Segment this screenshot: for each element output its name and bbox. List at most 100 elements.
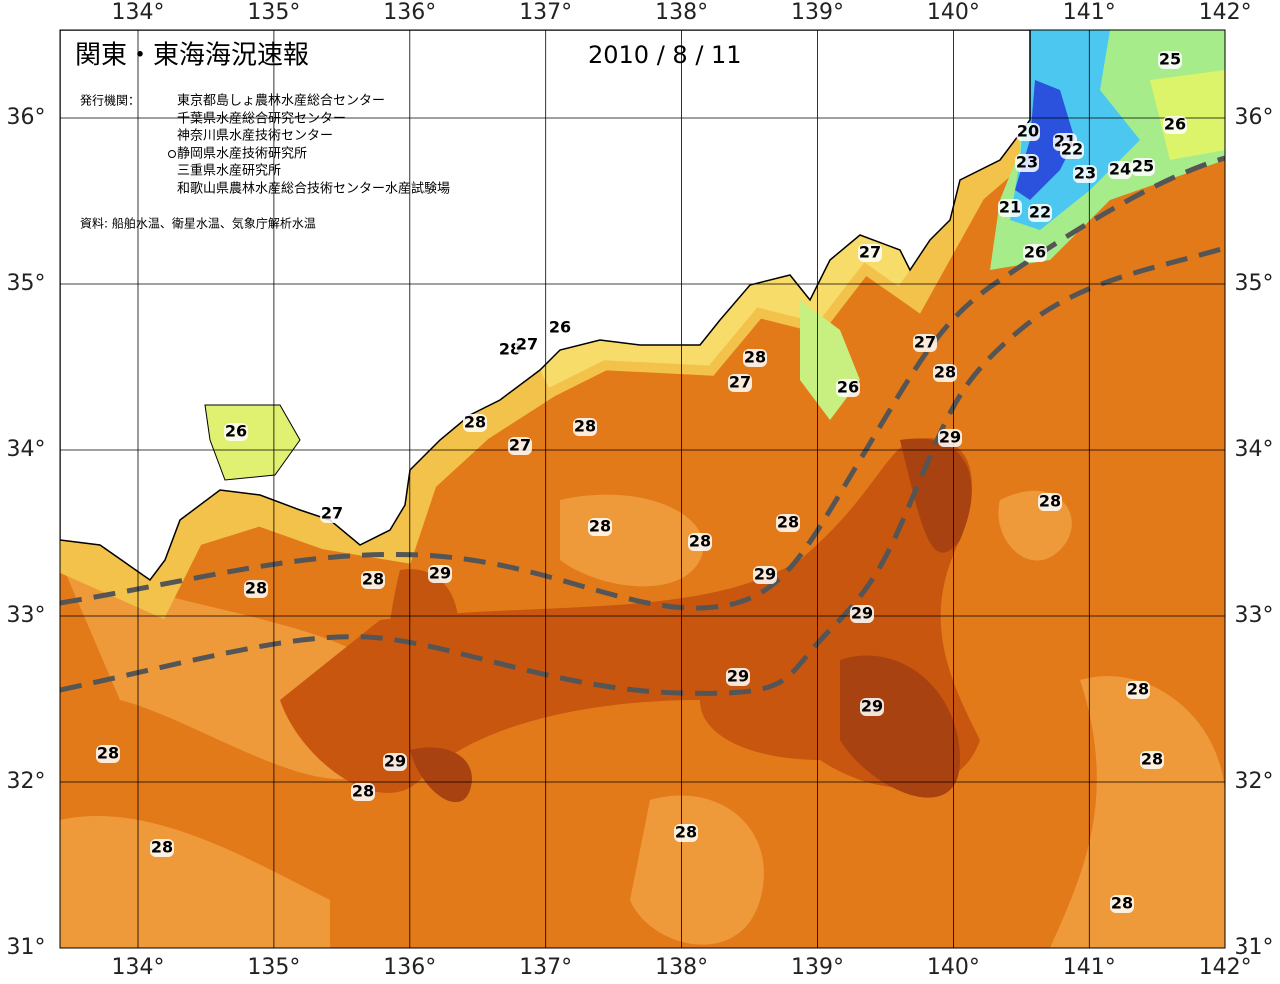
land — [60, 30, 1031, 582]
label-box — [743, 349, 767, 367]
lat-label: 35° — [7, 271, 46, 296]
agency: 神奈川県水産技術センター — [177, 128, 333, 144]
agency: 三重県水産研究所 — [177, 163, 281, 179]
hottest-area — [840, 655, 960, 798]
agency: 千葉県水産総合研究センター — [177, 111, 346, 127]
contour-label: 26 — [837, 378, 859, 397]
agency: 静岡県水産技術研究所 — [177, 146, 307, 162]
lon-label: 138° — [655, 955, 708, 980]
lon-label: 140° — [927, 955, 980, 980]
title: 関東・東海海況速報 — [75, 41, 309, 71]
contour-label: 28 — [675, 823, 697, 842]
label-box — [573, 418, 597, 436]
contour-label: 28 — [1111, 894, 1133, 913]
lat-label: 32° — [7, 769, 46, 794]
agency: 和歌山県農林水産総合技術センター水産試験場 — [177, 181, 450, 197]
contour-label: 28 — [689, 532, 711, 551]
label-box — [150, 839, 174, 857]
contour-label: 29 — [939, 428, 961, 447]
contour-label: 28 — [589, 517, 611, 536]
contour-label: 27 — [729, 373, 751, 392]
lon-label: 137° — [519, 0, 572, 25]
label-box — [913, 334, 937, 352]
cool-area — [1150, 70, 1225, 160]
contour-label: 28 — [1039, 492, 1061, 511]
contour-label: 26 — [225, 422, 247, 441]
contour-label: 28 — [151, 838, 173, 857]
label-box — [1060, 141, 1084, 159]
contour-label: 25 — [1132, 157, 1154, 176]
contour-label: 24 — [1109, 160, 1131, 179]
label-box — [688, 533, 712, 551]
label-box — [933, 364, 957, 382]
contour-label: 27 — [321, 504, 343, 523]
label-box — [726, 668, 750, 686]
warm-area — [630, 795, 764, 945]
contour-label: 28 — [777, 513, 799, 532]
lon-label: 134° — [112, 0, 165, 25]
contour-label: 28 — [574, 417, 596, 436]
warm-area — [60, 816, 330, 948]
label-box — [1016, 123, 1040, 141]
contour-label: 29 — [851, 604, 873, 623]
contour-label: 21 — [999, 198, 1021, 217]
label-box — [1110, 895, 1134, 913]
label-box — [588, 518, 612, 536]
contour-label: 26 — [1164, 115, 1186, 134]
contour-label: 27 — [914, 333, 936, 352]
label-box — [998, 199, 1022, 217]
contour-label: 28 — [1141, 750, 1163, 769]
contour-label: 26 — [549, 318, 571, 337]
hottest-area — [410, 747, 472, 803]
lon-label: 141° — [1063, 955, 1116, 980]
frame — [59, 29, 1226, 949]
agency: 東京都島しょ農林水産総合センター — [177, 93, 385, 109]
source: 資料: 船舶水温、衛星水温、気象庁解析水温 — [80, 216, 316, 231]
lat-label: 31° — [7, 935, 46, 960]
label-box — [428, 565, 452, 583]
lon-label: 136° — [383, 0, 436, 25]
contour-label: 28 — [245, 579, 267, 598]
label-box — [1131, 158, 1155, 176]
lon-label: 142° — [1199, 955, 1252, 980]
lon-label: 135° — [247, 955, 300, 980]
contour-label: 29 — [384, 752, 406, 771]
lat-label: 33° — [7, 603, 46, 628]
lat-label: 36° — [7, 105, 46, 130]
label-box — [753, 566, 777, 584]
label-box — [850, 605, 874, 623]
label-box — [776, 514, 800, 532]
contour-label: 28 — [362, 570, 384, 589]
contour-label: 28 — [1127, 680, 1149, 699]
lat-label: 33° — [1235, 603, 1274, 628]
lon-label: 134° — [112, 955, 165, 980]
label-box — [836, 379, 860, 397]
contour-label: 20 — [1017, 122, 1039, 141]
lon-label: 139° — [791, 955, 844, 980]
label-box — [361, 571, 385, 589]
contour-label: 29 — [727, 667, 749, 686]
agencies-label: 発行機関： — [80, 93, 140, 108]
lon-label: 135° — [247, 0, 300, 25]
label-box — [1073, 165, 1097, 183]
label-box — [1126, 681, 1150, 699]
contour-label: 22 — [1029, 203, 1051, 222]
lon-label: 137° — [519, 955, 572, 980]
lat-label: 34° — [7, 437, 46, 462]
label-box — [548, 319, 572, 337]
contour-label: 27 — [509, 436, 531, 455]
contour-label: 27 — [859, 243, 881, 262]
label-box — [858, 244, 882, 262]
date: 2010 / 8 / 11 — [588, 41, 742, 69]
label-box — [728, 374, 752, 392]
lat-label: 32° — [1235, 769, 1274, 794]
label-box — [1108, 161, 1132, 179]
label-box — [1015, 154, 1039, 172]
label-box — [351, 783, 375, 801]
label-box — [96, 745, 120, 763]
label-box — [383, 753, 407, 771]
lon-label: 142° — [1199, 0, 1252, 25]
lon-label: 141° — [1063, 0, 1116, 25]
label-box — [1140, 751, 1164, 769]
